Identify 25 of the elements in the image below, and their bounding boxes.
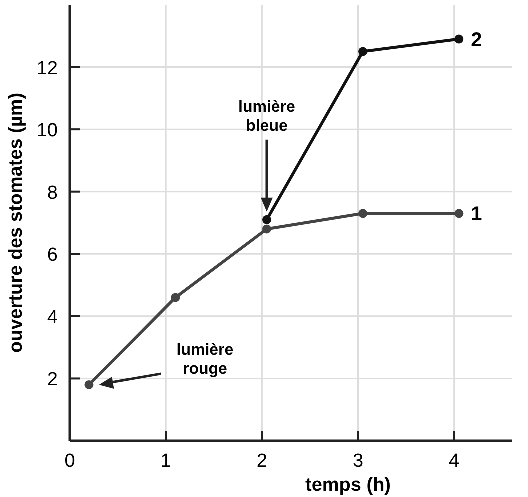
y-axis-title: ouverture des stomates (µm) xyxy=(6,92,27,354)
point xyxy=(262,224,272,234)
x-axis-title: temps (h) xyxy=(306,475,392,496)
x-tick-label: 4 xyxy=(449,451,460,472)
x-tick-label: 2 xyxy=(256,451,268,472)
series-label: 2 xyxy=(471,29,482,52)
y-tick-label: 8 xyxy=(47,182,58,204)
x-tick-label: 0 xyxy=(64,451,76,472)
point xyxy=(262,215,272,224)
point xyxy=(454,209,464,218)
x-tick-label: 3 xyxy=(352,451,364,472)
y-tick-label: 10 xyxy=(36,120,58,142)
annotation: lumière bleue xyxy=(238,98,296,135)
y-tick-label: 2 xyxy=(47,370,58,391)
point xyxy=(84,380,94,390)
point xyxy=(358,209,368,218)
point xyxy=(358,47,368,56)
y-tick-label: 4 xyxy=(47,307,58,328)
point xyxy=(171,293,180,302)
point xyxy=(454,34,464,44)
x-tick-label: 1 xyxy=(160,451,172,472)
y-tick-label: 12 xyxy=(36,58,58,80)
y-tick-label: 6 xyxy=(47,245,58,266)
annotation: lumière rouge xyxy=(176,342,234,378)
series-label: 1 xyxy=(471,204,482,226)
